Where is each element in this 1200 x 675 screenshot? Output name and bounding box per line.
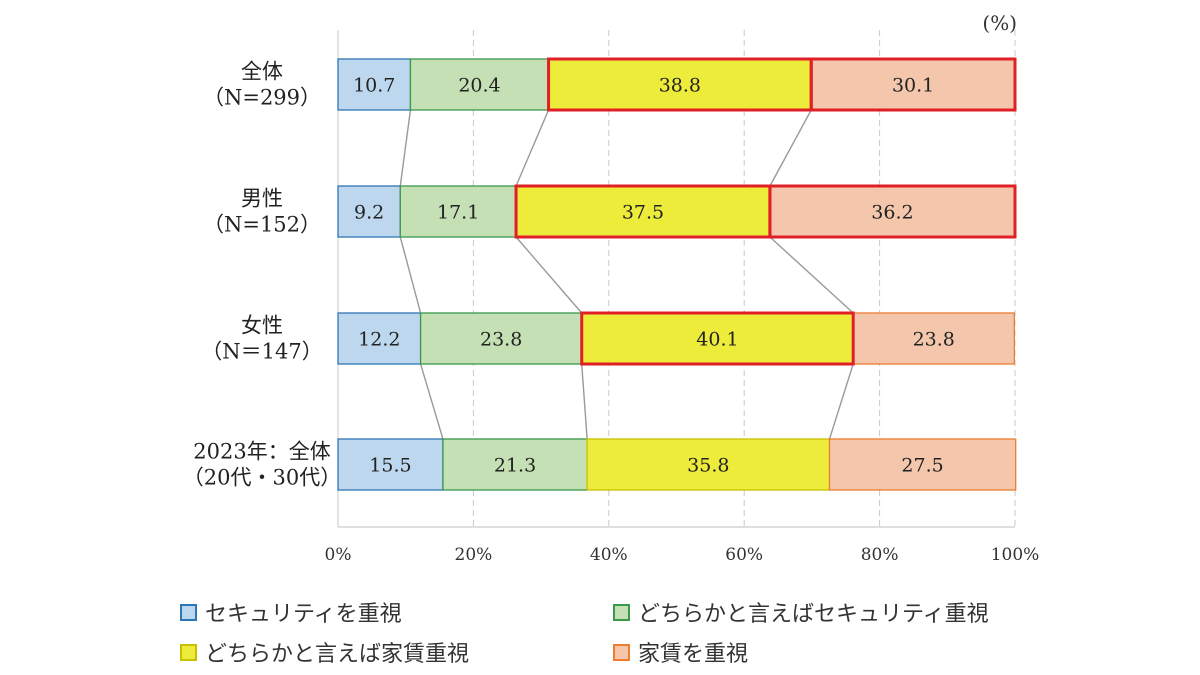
bar-segment	[399, 185, 517, 238]
x-tick-label: 40%	[590, 545, 628, 565]
legend-item-security: セキュリティを重視	[180, 596, 402, 628]
legend-item-rather-rent: どちらかと言えば家賃重視	[180, 636, 469, 668]
bar-segment	[828, 438, 1017, 491]
connector-line	[515, 109, 550, 187]
x-tick-label: 100%	[991, 545, 1040, 565]
category-sublabel: （N=152）	[203, 213, 321, 237]
legend-swatch-rather-rent	[180, 643, 197, 661]
bar-segment	[337, 312, 422, 365]
highlight-outline	[580, 311, 855, 366]
x-tick-label: 0%	[325, 545, 352, 565]
highlight-outline	[768, 184, 1017, 239]
legend-swatch-security	[180, 603, 197, 621]
legend-item-rent: 家賃を重視	[613, 636, 748, 668]
data-label: 40.1	[696, 329, 738, 351]
data-label: 17.1	[437, 202, 479, 224]
data-label: 9.2	[354, 202, 384, 224]
data-label: 38.8	[659, 75, 701, 97]
bar-segment	[852, 312, 1015, 365]
bar-segment	[581, 312, 854, 365]
x-tick-label: 80%	[861, 545, 899, 565]
bar-segment	[337, 58, 412, 111]
category-label: 男性	[241, 187, 283, 211]
connector-line	[399, 236, 422, 314]
data-label: 30.1	[892, 75, 934, 97]
data-label: 23.8	[913, 329, 955, 351]
data-label: 27.5	[901, 455, 943, 477]
legend-label-rent: 家賃を重視	[638, 642, 749, 667]
data-label: 10.7	[353, 75, 395, 97]
bar-segment	[769, 185, 1016, 238]
category-label: 全体	[241, 60, 283, 84]
category-sublabel: （20代・30代）	[183, 466, 341, 490]
data-label: 20.4	[458, 75, 500, 97]
data-label: 37.5	[622, 202, 664, 224]
connector-line	[581, 363, 588, 440]
connector-line	[515, 236, 583, 314]
bar-segment	[586, 438, 831, 491]
category-sublabel: （N＝147）	[201, 340, 322, 364]
category-label: 女性	[241, 314, 283, 338]
highlight-outline	[809, 57, 1017, 112]
data-label: 35.8	[687, 455, 729, 477]
legend-label-rather-rent: どちらかと言えば家賃重視	[205, 642, 470, 667]
legend-item-rather-security: どちらかと言えばセキュリティ重視	[613, 596, 989, 628]
bar-segment	[409, 58, 550, 111]
x-tick-label: 20%	[455, 545, 493, 565]
unit-label: (%)	[982, 11, 1017, 35]
connector-line	[828, 363, 854, 440]
legend-swatch-rent	[613, 643, 630, 661]
legend-swatch-rather-security	[613, 603, 630, 621]
category-sublabel: （N=299）	[203, 86, 321, 110]
connector-line	[769, 236, 854, 314]
data-label: 21.3	[494, 455, 536, 477]
category-label: 2023年：全体	[193, 440, 330, 464]
legend-label-rather-security: どちらかと言えばセキュリティ重視	[638, 602, 989, 627]
connector-line	[419, 363, 444, 440]
data-label: 23.8	[480, 329, 522, 351]
data-label: 15.5	[369, 455, 411, 477]
x-tick-label: 60%	[725, 545, 763, 565]
data-label: 12.2	[358, 329, 400, 351]
bar-segment	[337, 438, 444, 491]
bar-segment	[442, 438, 588, 491]
connector-line	[769, 109, 812, 187]
legend-label-security: セキュリティを重視	[205, 602, 402, 627]
bar-segment	[419, 312, 583, 365]
connector-line	[399, 109, 412, 187]
data-label: 36.2	[871, 202, 913, 224]
